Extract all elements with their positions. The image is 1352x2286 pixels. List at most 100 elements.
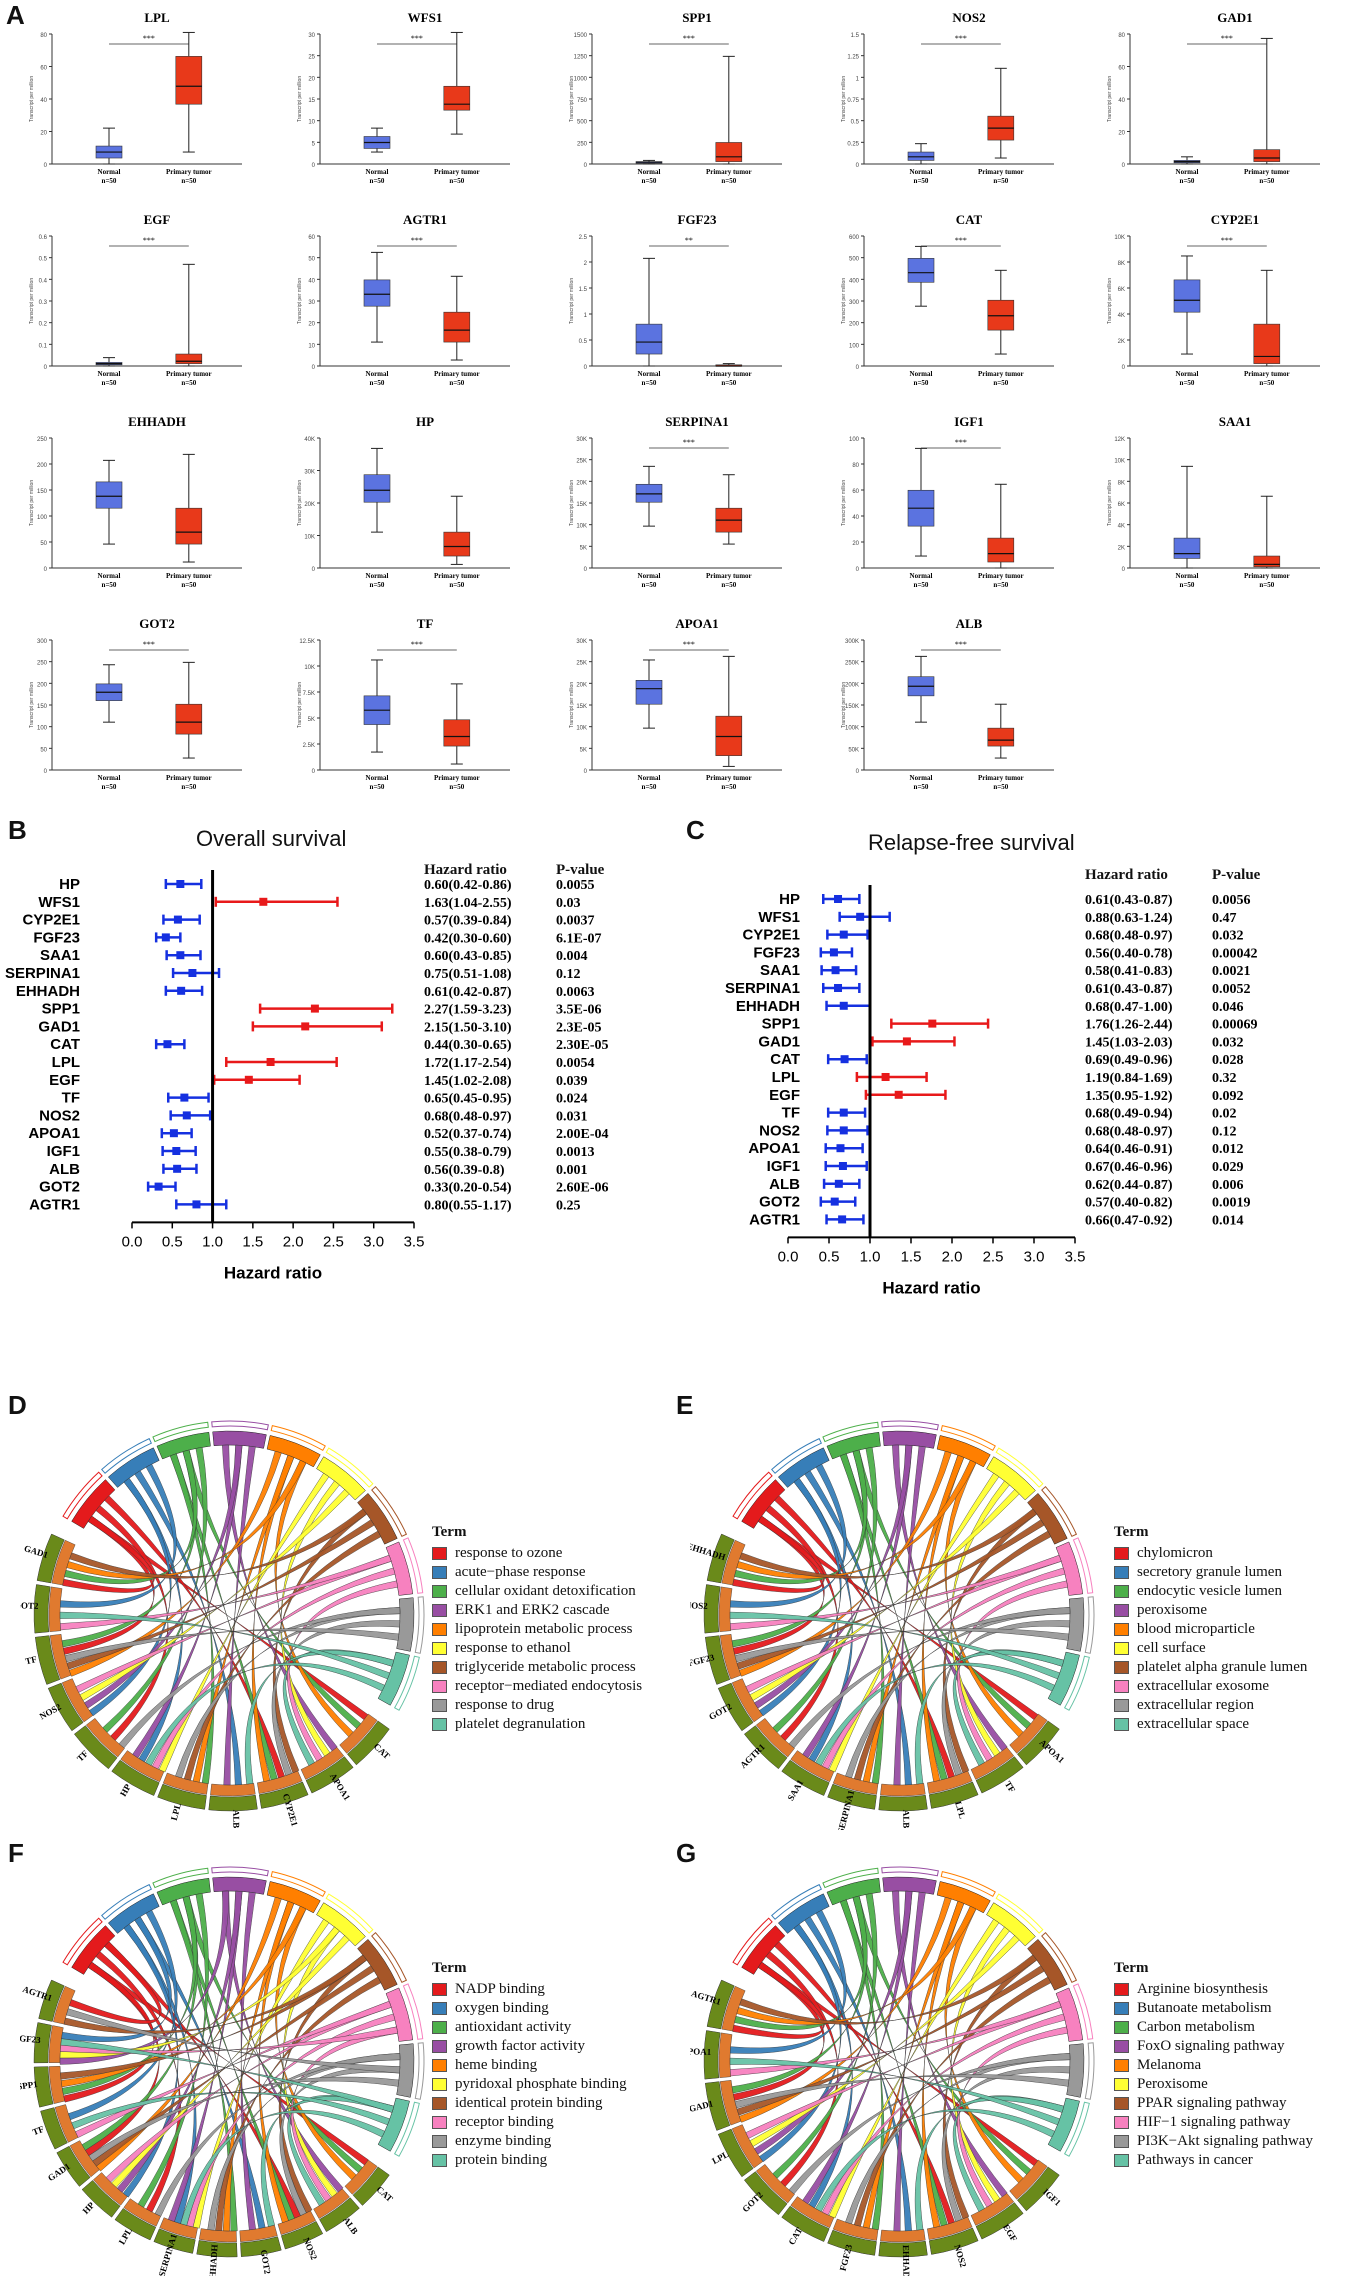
legend-item: Pathways in cancer	[1114, 2151, 1313, 2170]
x-label-tumor: Primary tumor	[706, 572, 752, 580]
gene-sector	[240, 2236, 282, 2257]
y-tick-label: 100	[37, 726, 48, 732]
term-sector	[107, 1447, 160, 1488]
chord-ribbon	[66, 1519, 375, 1670]
term-outer-ring	[770, 1437, 822, 1474]
legend-swatch	[1114, 2059, 1129, 2072]
y-tick-label: 4K	[1118, 313, 1125, 319]
boxplot-fgf23: FGF23 0 0.5 1 1.5 2 2.5 Transcript per million *…	[569, 212, 782, 387]
gene-label: GAD1	[23, 1543, 50, 1560]
boxplot-title: WFS1	[408, 10, 443, 25]
x-label-tumor: Primary tumor	[434, 168, 480, 176]
boxplot-igf1: IGF1 0 20 40 60 80 100 Transcript per million **…	[841, 414, 1054, 589]
forest-hr-text: 0.65(0.45-0.95)	[424, 1092, 512, 1107]
y-tick-label: 6K	[1118, 287, 1125, 293]
legend-title: Term	[432, 1960, 467, 1976]
forest-gene-label: AGTR1	[749, 1211, 800, 1228]
term-sector	[1047, 1651, 1080, 1706]
legend-item: ERK1 and ERK2 cascade	[432, 1601, 642, 1620]
y-axis-label: Transcript per million	[297, 682, 303, 728]
legend-swatch	[1114, 2040, 1129, 2053]
panel-label-e: E	[676, 1390, 694, 1420]
forest-p-text: 0.0021	[1212, 964, 1251, 979]
legend-label: antioxidant activity	[455, 2019, 572, 2035]
term-outer-ring	[152, 1421, 209, 1443]
legend-item: peroxisome	[1114, 1601, 1307, 1620]
term-sector	[71, 1479, 116, 1529]
significance-label: ***	[143, 34, 155, 43]
legend-item: receptor−mediated endocytosis	[432, 1677, 642, 1696]
x-label-tumor: Primary tumor	[166, 168, 212, 176]
forest-gene-label: HP	[59, 876, 80, 893]
y-tick-label: 20	[308, 76, 315, 82]
chord-ribbon	[63, 1954, 368, 2034]
chord-ribbon	[941, 2066, 1071, 2222]
legend-item: PI3K−Akt signaling pathway	[1114, 2132, 1313, 2151]
gene-fc-band	[48, 1586, 63, 1632]
term-sector	[266, 1881, 321, 1914]
legend-label: extracellular exosome	[1137, 1678, 1270, 1694]
y-tick-label: 5K	[308, 717, 315, 723]
term-outer-ring	[822, 1867, 879, 1889]
y-tick-label: 0	[312, 769, 316, 775]
forest-x-tick-label: 1.0	[860, 1248, 881, 1265]
chord-ribbon	[734, 1628, 1070, 1663]
n-label-normal: n=50	[914, 177, 929, 185]
term-outer-ring	[732, 1917, 773, 1966]
x-label-tumor: Primary tumor	[978, 168, 1024, 176]
gene-sector	[781, 2205, 830, 2242]
panel-label-d: D	[8, 1390, 27, 1420]
y-axis-label: Transcript per million	[1107, 480, 1113, 526]
chord-ribbon	[68, 1909, 178, 2121]
x-label-tumor: Primary tumor	[978, 774, 1024, 782]
os-p-header: P-value	[556, 862, 605, 878]
y-tick-label: 8K	[1118, 261, 1125, 267]
y-tick-label: 500	[577, 120, 588, 126]
forest-p-text: 3.5E-06	[556, 1003, 602, 1018]
term-sector	[107, 1893, 160, 1934]
term-sector	[212, 1430, 267, 1449]
y-tick-label: 2K	[1118, 545, 1125, 551]
forest-plot-os: HP 0.60(0.42-0.86) 0.0055 WFS1 1.63(1.04-2.5…	[5, 870, 609, 1282]
forest-hr-text: 0.61(0.42-0.87)	[424, 985, 512, 1000]
tumor-box	[987, 537, 1015, 563]
n-label-tumor: n=50	[449, 379, 464, 387]
y-tick-label: 40	[40, 98, 47, 104]
x-label-normal: Normal	[366, 370, 389, 378]
forest-p-text: 0.012	[1212, 1142, 1244, 1157]
gene-label: TF	[1003, 1779, 1018, 1794]
legend-label: PPAR signaling pathway	[1137, 2095, 1287, 2111]
forest-point	[834, 895, 843, 903]
n-label-tumor: n=50	[449, 783, 464, 791]
term-outer-ring	[414, 1596, 425, 1654]
gene-sector	[33, 2022, 52, 2064]
forest-point	[839, 1001, 848, 1010]
term-outer-ring	[414, 2042, 425, 2100]
gene-sector	[114, 2208, 157, 2241]
chord-ribbon	[68, 1450, 282, 1677]
chord-ribbon	[59, 1890, 230, 2065]
x-label-tumor: Primary tumor	[1244, 370, 1290, 378]
y-tick-label: 40	[852, 515, 859, 521]
term-outer-ring	[402, 1983, 424, 2040]
boxplot-ehhadh: EHHADH 0 50 100 150 200 250 Transcript per mill…	[29, 414, 242, 589]
chord-ribbon	[749, 1489, 1020, 1701]
term-sector	[936, 1881, 991, 1914]
forest-plot-rfs: HP 0.61(0.43-0.87) 0.0056 WFS1 0.88(0.63-1.2…	[725, 885, 1258, 1297]
forest-gene-label: CYP2E1	[742, 927, 800, 944]
forest-p-text: 2.60E-06	[556, 1181, 609, 1196]
normal-box	[95, 481, 123, 509]
x-label-tumor: Primary tumor	[978, 572, 1024, 580]
legend-item: chylomicron	[1114, 1544, 1307, 1563]
legend-item: antioxidant activity	[432, 2018, 627, 2037]
chord-ribbon	[244, 1650, 395, 1785]
x-label-normal: Normal	[910, 572, 933, 580]
forest-gene-label: CYP2E1	[22, 912, 80, 929]
legend-item: pyridoxal phosphate binding	[432, 2075, 627, 2094]
chord-ribbon	[71, 2092, 391, 2130]
chord-ribbon	[158, 1472, 330, 1773]
y-tick-label: 50K	[848, 747, 859, 753]
forest-point	[173, 915, 182, 924]
forest-p-text: 0.031	[556, 1109, 588, 1124]
chord-ribbon	[957, 2026, 1068, 2208]
